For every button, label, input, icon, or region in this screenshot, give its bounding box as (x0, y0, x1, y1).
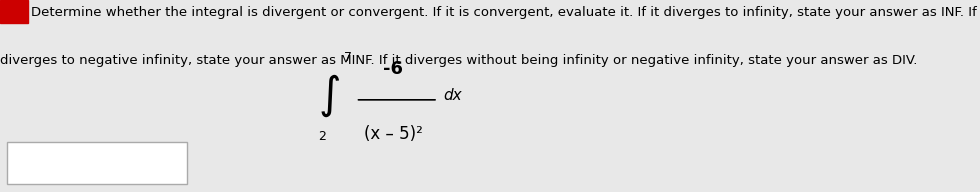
Text: 2: 2 (318, 130, 325, 143)
Text: $\int$: $\int$ (318, 73, 340, 119)
Text: dx: dx (444, 89, 463, 103)
FancyBboxPatch shape (0, 0, 28, 23)
FancyBboxPatch shape (8, 142, 187, 184)
Text: (x – 5)²: (x – 5)² (364, 125, 422, 143)
Text: -6: -6 (383, 60, 403, 78)
Text: Determine whether the integral is divergent or convergent. If it is convergent, : Determine whether the integral is diverg… (31, 6, 980, 19)
Text: diverges to negative infinity, state your answer as MINF. If it diverges without: diverges to negative infinity, state you… (0, 54, 917, 67)
Text: 7: 7 (344, 51, 352, 64)
